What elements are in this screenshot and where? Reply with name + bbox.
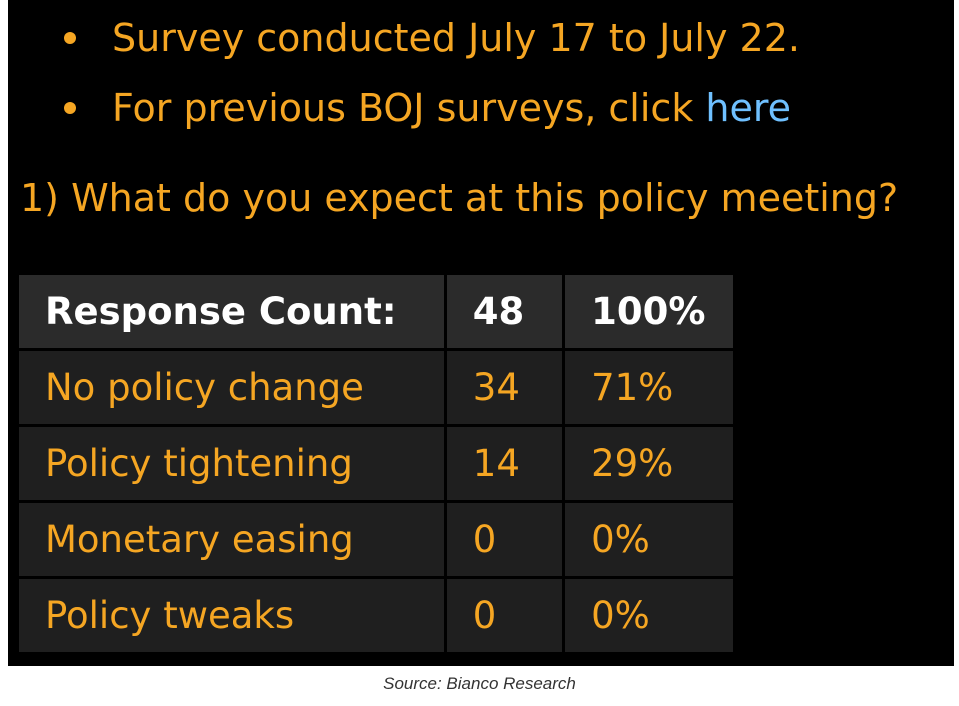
table-row: No policy change 34 71% bbox=[19, 351, 733, 424]
source-caption: Source: Bianco Research bbox=[383, 674, 576, 693]
row-percent: 0% bbox=[565, 503, 733, 576]
header-count: 48 bbox=[446, 275, 563, 348]
row-percent: 29% bbox=[565, 427, 733, 500]
table-row: Monetary easing 0 0% bbox=[19, 503, 733, 576]
bullet-text: For previous BOJ surveys, click bbox=[112, 86, 706, 130]
row-count: 34 bbox=[446, 351, 563, 424]
bullet-dot-icon bbox=[64, 102, 76, 114]
table-row: Policy tightening 14 29% bbox=[19, 427, 733, 500]
previous-surveys-link[interactable]: here bbox=[705, 86, 792, 130]
row-count: 0 bbox=[446, 503, 563, 576]
header-percent: 100% bbox=[565, 275, 733, 348]
bullet-dot-icon bbox=[64, 32, 76, 44]
row-count: 0 bbox=[446, 579, 563, 652]
row-label: No policy change bbox=[19, 351, 444, 424]
row-percent: 71% bbox=[565, 351, 733, 424]
row-label: Policy tightening bbox=[19, 427, 444, 500]
bullet-text-wrapper: For previous BOJ surveys, click here bbox=[112, 78, 791, 138]
row-label: Policy tweaks bbox=[19, 579, 444, 652]
table-header-row: Response Count: 48 100% bbox=[19, 275, 733, 348]
row-count: 14 bbox=[446, 427, 563, 500]
row-percent: 0% bbox=[565, 579, 733, 652]
row-label: Monetary easing bbox=[19, 503, 444, 576]
question-heading: 1) What do you expect at this policy mee… bbox=[20, 176, 899, 220]
bullet-text: Survey conducted July 17 to July 22. bbox=[112, 16, 800, 60]
table-row: Policy tweaks 0 0% bbox=[19, 579, 733, 652]
header-label: Response Count: bbox=[19, 275, 444, 348]
survey-panel: Survey conducted July 17 to July 22. For… bbox=[8, 0, 954, 666]
response-table: Response Count: 48 100% No policy change… bbox=[16, 272, 736, 655]
